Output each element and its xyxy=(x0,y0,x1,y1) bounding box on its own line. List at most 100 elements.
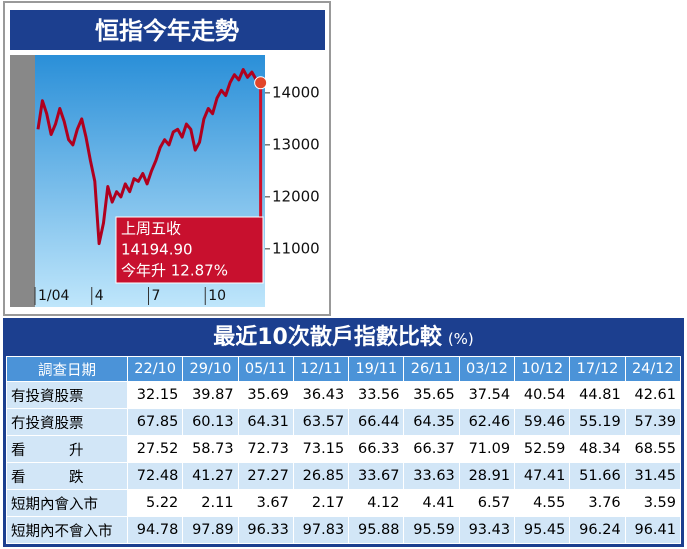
value-cell: 95.45 xyxy=(514,516,571,544)
table-unit: (%) xyxy=(447,330,474,348)
value-cell: 59.46 xyxy=(514,408,571,436)
header-cell: 12/11 xyxy=(292,356,350,382)
value-cell: 95.59 xyxy=(403,516,460,544)
value-cell: 27.27 xyxy=(237,462,294,490)
header-cell: 05/11 xyxy=(237,356,294,382)
header-cell: 24/12 xyxy=(624,356,682,382)
value-cell: 26.85 xyxy=(292,462,350,490)
data-row: 有投資股票 32.15 39.87 35.69 36.43 33.56 35.65 37.54… xyxy=(6,381,682,409)
table-title-text: 最近10次散戶指數比較 xyxy=(213,325,442,350)
value-cell: 4.41 xyxy=(403,489,460,517)
value-cell: 66.33 xyxy=(348,435,405,463)
value-cell: 96.41 xyxy=(624,516,682,544)
value-cell: 41.27 xyxy=(182,462,239,490)
value-cell: 31.45 xyxy=(624,462,682,490)
value-cell: 67.85 xyxy=(126,408,184,436)
value-cell: 68.55 xyxy=(624,435,682,463)
value-cell: 95.88 xyxy=(348,516,405,544)
left-bar xyxy=(10,55,35,307)
y-tick-label: 11000 xyxy=(272,239,320,257)
value-cell: 36.43 xyxy=(292,381,350,409)
value-cell: 3.67 xyxy=(237,489,294,517)
value-cell: 60.13 xyxy=(182,408,239,436)
x-tick-label: 1/04 xyxy=(38,288,70,304)
value-cell: 47.41 xyxy=(514,462,571,490)
title-banner xyxy=(10,10,325,50)
header-cell: 29/10 xyxy=(182,356,239,382)
value-cell: 40.54 xyxy=(514,381,571,409)
annotation-box xyxy=(115,216,264,284)
data-row: 冇投資股票 67.85 60.13 64.31 63.57 66.44 64.35 62.46… xyxy=(6,408,682,436)
row-label: 有投資股票 xyxy=(6,381,128,409)
value-cell: 48.34 xyxy=(569,435,626,463)
header-cell: 17/12 xyxy=(569,356,626,382)
data-row: 看 升 27.52 58.73 72.73 73.15 66.33 66.37 71.09 52… xyxy=(6,435,682,463)
value-cell: 55.19 xyxy=(569,408,626,436)
x-tick-label: 7 xyxy=(152,288,161,304)
value-cell: 73.15 xyxy=(292,435,350,463)
row-label: 看 跌 xyxy=(6,462,128,490)
value-cell: 66.37 xyxy=(403,435,460,463)
annotation-text: 14194.90 xyxy=(121,241,193,259)
value-cell: 96.24 xyxy=(569,516,626,544)
value-cell: 35.65 xyxy=(403,381,460,409)
value-cell: 93.43 xyxy=(458,516,516,544)
annotation-text: 上周五收 xyxy=(121,220,181,238)
x-tick-label: 4 xyxy=(95,288,104,304)
value-cell: 2.11 xyxy=(182,489,239,517)
value-cell: 5.22 xyxy=(126,489,184,517)
y-tick-label: 12000 xyxy=(272,187,320,205)
table: 調查日期 22/10 29/10 05/11 12/11 19/11 26/11 03/12 1… xyxy=(6,356,682,544)
table-panel: 最近10次散戶指數比較 (%) 調查日期 22/10 29/10 05/11 12/11 1… xyxy=(3,318,684,547)
value-cell: 2.17 xyxy=(292,489,350,517)
value-cell: 97.83 xyxy=(292,516,350,544)
value-cell: 4.12 xyxy=(348,489,405,517)
value-cell: 66.44 xyxy=(348,408,405,436)
y-tick-label: 14000 xyxy=(272,83,320,101)
end-point xyxy=(254,76,268,90)
value-cell: 3.59 xyxy=(624,489,682,517)
data-row: 短期內不會入市 94.78 97.89 96.33 97.83 95.88 95.59 93.… xyxy=(6,516,682,544)
value-cell: 37.54 xyxy=(458,381,516,409)
row-label: 短期內不會入市 xyxy=(6,516,128,544)
value-cell: 6.57 xyxy=(458,489,516,517)
value-cell: 62.46 xyxy=(458,408,516,436)
data-row: 看 跌 72.48 41.27 27.27 26.85 33.67 33.63 28.91 47… xyxy=(6,462,682,490)
chart: 恒指今年走勢 11000 12000 13000 14000 1/04 4 7 10 上周五收 1… xyxy=(3,1,331,316)
row-label: 短期內會入市 xyxy=(6,489,128,517)
value-cell: 57.39 xyxy=(624,408,682,436)
value-cell: 33.63 xyxy=(403,462,460,490)
header-row: 調查日期 22/10 29/10 05/11 12/11 19/11 26/11 03/12 1… xyxy=(6,356,682,382)
header-cell: 26/11 xyxy=(403,356,460,382)
y-tick-label: 13000 xyxy=(272,135,320,153)
value-cell: 72.73 xyxy=(237,435,294,463)
header-cell: 03/12 xyxy=(458,356,516,382)
value-cell: 51.66 xyxy=(569,462,626,490)
row-label: 看 升 xyxy=(6,435,128,463)
value-cell: 4.55 xyxy=(514,489,571,517)
value-cell: 42.61 xyxy=(624,381,682,409)
value-cell: 33.56 xyxy=(348,381,405,409)
data-row: 短期內會入市 5.22 2.11 3.67 2.17 4.12 4.41 6.57 4.55 3.… xyxy=(6,489,682,517)
value-cell: 32.15 xyxy=(126,381,184,409)
value-cell: 71.09 xyxy=(458,435,516,463)
header-cell: 10/12 xyxy=(514,356,571,382)
value-cell: 96.33 xyxy=(237,516,294,544)
header-cell: 22/10 xyxy=(126,356,184,382)
header-cell: 調查日期 xyxy=(6,356,128,382)
value-cell: 97.89 xyxy=(182,516,239,544)
value-cell: 58.73 xyxy=(182,435,239,463)
value-cell: 27.52 xyxy=(126,435,184,463)
line-series xyxy=(36,68,262,246)
value-cell: 28.91 xyxy=(458,462,516,490)
value-cell: 44.81 xyxy=(569,381,626,409)
value-cell: 64.31 xyxy=(237,408,294,436)
value-cell: 39.87 xyxy=(182,381,239,409)
value-cell: 3.76 xyxy=(569,489,626,517)
value-cell: 72.48 xyxy=(126,462,184,490)
table-title: 最近10次散戶指數比較 (%) xyxy=(6,318,681,356)
value-cell: 52.59 xyxy=(514,435,571,463)
row-label: 冇投資股票 xyxy=(6,408,128,436)
annotation-text: 今年升 12.87% xyxy=(121,262,228,280)
